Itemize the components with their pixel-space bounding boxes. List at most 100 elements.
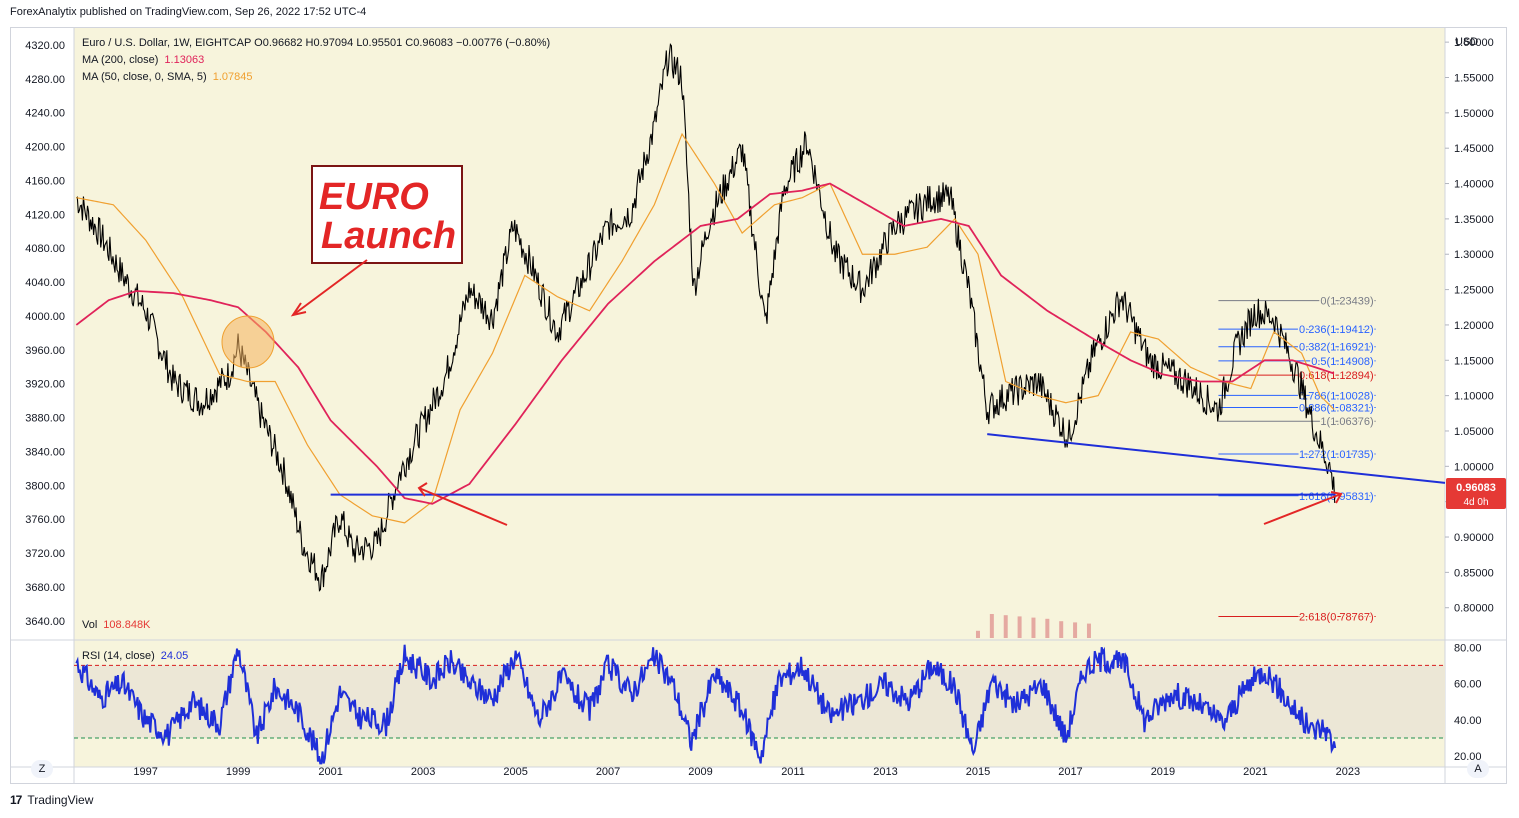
left-axis-tick-label: 4120.00 — [25, 209, 65, 221]
volume-layer — [975, 614, 1091, 638]
right-axis-tick-label: 1.35000 — [1454, 214, 1494, 226]
x-axis-tick-label: 2009 — [688, 766, 712, 778]
left-axis-tick-label: 4240.00 — [25, 108, 65, 120]
auto-scale-button[interactable]: A — [1467, 760, 1489, 778]
ma200-legend[interactable]: MA (200, close) 1.13063 — [82, 54, 204, 66]
price-layer — [75, 43, 1336, 592]
footer-brand[interactable]: 17 TradingView — [10, 793, 93, 807]
euro-launch-callout[interactable]: EURO Launch — [311, 165, 463, 264]
left-axis-tick-label: 4200.00 — [25, 142, 65, 154]
ma200-legend-value: 1.13063 — [164, 54, 204, 66]
volume-bar — [1003, 615, 1008, 638]
left-axis-tick-label: 4080.00 — [25, 243, 65, 255]
last-price-tag[interactable]: 0.96083 4d 0h — [1446, 478, 1506, 509]
right-axis-tick-label: 1.45000 — [1454, 143, 1494, 155]
rsi-line[interactable] — [75, 644, 1337, 765]
tradingview-logo: 17 — [10, 793, 22, 807]
right-axis-tick-label: 1.05000 — [1454, 426, 1494, 438]
ma200-line[interactable] — [75, 182, 1335, 505]
volume-legend-label: Vol — [82, 619, 97, 631]
euro-launch-line1: EURO — [319, 176, 429, 218]
left-axis-tick-label: 4320.00 — [25, 40, 65, 52]
volume-bar — [1059, 621, 1064, 638]
right-axis-tick-label: 0.85000 — [1454, 567, 1494, 579]
main-pane-bg — [74, 28, 1445, 636]
x-axis-tick-label: 2021 — [1243, 766, 1267, 778]
left-axis-tick-label: 3920.00 — [25, 379, 65, 391]
right-axis-tick-label: 1.40000 — [1454, 179, 1494, 191]
x-axis-tick-label: 2011 — [781, 766, 805, 778]
x-axis-tick-label: 2017 — [1058, 766, 1082, 778]
left-axis-tick-label: 3960.00 — [25, 345, 65, 357]
fib-level-label: 0(1.23439) — [1320, 296, 1373, 308]
arrow-2002-low — [418, 487, 508, 526]
fib-level-label: 0.886(1.08321) — [1299, 402, 1374, 414]
left-axis-tick-label: 3680.00 — [25, 582, 65, 594]
rsi-axis-tick-label: 40.00 — [1454, 715, 1482, 727]
rsi-legend-value: 24.05 — [161, 650, 189, 662]
price-candles[interactable] — [76, 43, 1336, 592]
right-axis-tick-label: 1.00000 — [1454, 461, 1494, 473]
x-axis-tick-label: 1999 — [226, 766, 250, 778]
zoom-reset-button[interactable]: Z — [31, 760, 53, 778]
left-axis-tick-label: 3840.00 — [25, 446, 65, 458]
fib-level-label: 0.382(1.16921) — [1299, 342, 1374, 354]
right-axis-tick-label: 1.10000 — [1454, 391, 1494, 403]
rsi-axis-tick-label: 60.00 — [1454, 679, 1482, 691]
left-axis-tick-label: 3800.00 — [25, 480, 65, 492]
x-axis-tick-label: 1997 — [133, 766, 157, 778]
x-axis-tick-label: 2007 — [596, 766, 620, 778]
arrow-2022-low-head — [1330, 491, 1343, 504]
ma50-legend[interactable]: MA (50, close, 0, SMA, 5) 1.07845 — [82, 71, 252, 83]
last-price-value: 0.96083 — [1456, 482, 1496, 494]
rsi-band-fill — [74, 665, 1445, 738]
left-axis-tick-label: 3640.00 — [25, 616, 65, 628]
euro-launch-highlight[interactable] — [221, 315, 275, 369]
ma50-legend-label: MA (50, close, 0, SMA, 5) — [82, 71, 207, 83]
euro-launch-line2: Launch — [321, 215, 456, 257]
right-axis-tick-label: 1.60000 — [1454, 37, 1494, 49]
tradingview-wordmark: TradingView — [27, 793, 94, 807]
arrow-2002-low-head — [417, 482, 428, 497]
ma50-line[interactable] — [76, 132, 1335, 524]
symbol-legend[interactable]: Euro / U.S. Dollar, 1W, EIGHTCAP O0.9668… — [82, 37, 550, 49]
ma200-legend-label: MA (200, close) — [82, 54, 158, 66]
volume-pane-bg — [74, 636, 1445, 640]
volume-bar — [989, 614, 994, 638]
left-axis-tick-label: 3880.00 — [25, 413, 65, 425]
x-axis-tick-label: 2013 — [873, 766, 897, 778]
right-axis-tick-label: 1.25000 — [1454, 285, 1494, 297]
falling-trendline[interactable] — [987, 433, 1446, 484]
chart-frame: 0(1.23439) 0.236(1.19412) 0.382(1.16921) 0.… — [10, 27, 1507, 784]
fib-level-label: 0.618(1.12894) — [1299, 370, 1374, 382]
rsi-legend-label: RSI (14, close) — [82, 650, 155, 662]
right-axis-tick-label: 0.90000 — [1454, 532, 1494, 544]
left-axis-tick-label: 4160.00 — [25, 175, 65, 187]
volume-legend[interactable]: Vol 108.848K — [82, 619, 151, 631]
right-axis-tick-label: 1.20000 — [1454, 320, 1494, 332]
x-axis-tick-label: 2003 — [411, 766, 435, 778]
arrow-2022-low — [1263, 493, 1342, 525]
volume-bar — [1031, 617, 1036, 638]
right-axis-tick-label: 1.50000 — [1454, 108, 1494, 120]
volume-bar — [1045, 618, 1050, 638]
rsi-legend[interactable]: RSI (14, close) 24.05 — [82, 650, 188, 662]
trendline-layer[interactable] — [330, 433, 1446, 496]
chart-svg[interactable]: 0(1.23439) 0.236(1.19412) 0.382(1.16921) 0.… — [11, 28, 1506, 783]
annotation-arrows[interactable] — [290, 259, 1343, 526]
last-price-countdown: 4d 0h — [1463, 497, 1488, 508]
right-axis-tick-label: 1.55000 — [1454, 72, 1494, 84]
right-axis-unit: USD — [1455, 36, 1478, 48]
fib-level-label: 1(1.06376) — [1320, 416, 1373, 428]
rsi-axis-tick-label: 80.00 — [1454, 642, 1482, 654]
right-axis-tick-label: 1.15000 — [1454, 355, 1494, 367]
left-axis-tick-label: 4040.00 — [25, 277, 65, 289]
volume-bar — [1017, 616, 1022, 638]
right-axis-tick-label: 1.30000 — [1454, 249, 1494, 261]
left-axis-tick-label: 3720.00 — [25, 548, 65, 560]
left-axis-tick-label: 4000.00 — [25, 311, 65, 323]
fib-level-label: 1.272(1.01735) — [1299, 449, 1374, 461]
ma50-legend-value: 1.07845 — [213, 71, 253, 83]
publish-info: ForexAnalytix published on TradingView.c… — [10, 6, 367, 18]
x-axis-tick-label: 2001 — [318, 766, 342, 778]
